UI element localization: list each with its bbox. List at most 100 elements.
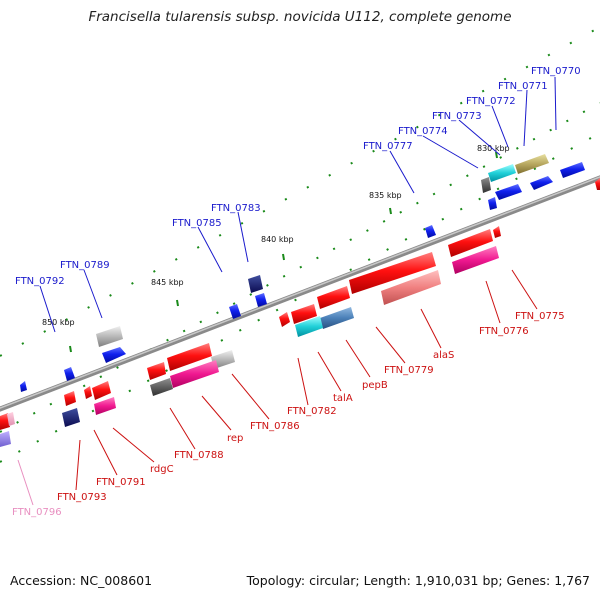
gene-ftn0783b[interactable] <box>255 293 267 307</box>
gene-ftn0773b[interactable] <box>488 197 497 210</box>
gene-ftn0773[interactable] <box>495 184 522 200</box>
gene-ftn0774[interactable] <box>488 164 516 182</box>
label-ftn0796[interactable]: FTN_0796 <box>12 507 62 518</box>
gene-ftn0782[interactable] <box>320 307 354 329</box>
leader-pepb <box>345 339 371 378</box>
gene-left-lav[interactable] <box>0 431 11 447</box>
tick-mark <box>495 151 498 159</box>
gene-ftn0774b[interactable] <box>481 177 491 193</box>
label-rdgc[interactable]: rdgC <box>150 464 174 475</box>
gene-ftn0772[interactable] <box>515 154 549 174</box>
gene-ftn0776[interactable] <box>452 246 499 274</box>
label-ftn0791[interactable]: FTN_0791 <box>96 477 146 488</box>
leader-ftn0770 <box>554 76 557 131</box>
label-ftn0776[interactable]: FTN_0776 <box>479 326 529 337</box>
leader-ftn0771 <box>523 89 528 147</box>
tick-label-835: 835 kbp <box>369 191 402 200</box>
gene-ftn0793[interactable] <box>64 391 76 406</box>
label-ftn0772[interactable]: FTN_0772 <box>466 96 516 107</box>
leader-ftn0791 <box>93 429 118 476</box>
gene-pepb[interactable] <box>317 286 350 309</box>
gene-ftn0786[interactable] <box>167 343 212 371</box>
tick-mark <box>389 207 392 215</box>
reverse-leaders <box>17 269 538 506</box>
leader-ftn0776 <box>485 280 501 324</box>
genome-backbone <box>0 175 600 412</box>
leader-ftn0772 <box>491 105 509 148</box>
leader-rdgc <box>112 427 155 463</box>
gene-ftn0777[interactable] <box>425 225 436 238</box>
track-guides <box>0 26 600 463</box>
label-ftn0786[interactable]: FTN_0786 <box>250 421 300 432</box>
label-ftn0788[interactable]: FTN_0788 <box>174 450 224 461</box>
genome-backbone-highlight <box>0 176 600 409</box>
leader-ftn0775 <box>511 269 538 310</box>
leader-alas <box>420 308 442 349</box>
label-ftn0785[interactable]: FTN_0785 <box>172 218 222 229</box>
gene-ftn0789b[interactable] <box>102 347 126 363</box>
tick-label-845: 845 kbp <box>151 278 184 287</box>
label-ftn0771[interactable]: FTN_0771 <box>498 81 548 92</box>
leader-ftn0793 <box>75 439 81 491</box>
gene-ftn0793b[interactable] <box>62 408 80 427</box>
label-alas[interactable]: alaS <box>433 350 454 361</box>
leader-ftn0773 <box>458 119 501 156</box>
gene-ftn0788b[interactable] <box>150 378 173 396</box>
gene-ftn0782c[interactable] <box>279 312 290 327</box>
gene-ftn0791[interactable] <box>94 397 116 415</box>
gene-right-edge[interactable] <box>595 178 600 190</box>
forward-labels: FTN_0770 FTN_0771 FTN_0772 FTN_0773 FTN_… <box>15 66 581 287</box>
gene-ftn0775b[interactable] <box>493 226 501 238</box>
label-ftn0777[interactable]: FTN_0777 <box>363 141 413 152</box>
leader-ftn0782 <box>297 357 309 406</box>
forward-leaders <box>39 76 557 333</box>
label-ftn0792[interactable]: FTN_0792 <box>15 276 65 287</box>
leader-ftn0796 <box>17 459 34 506</box>
leader-ftn0783 <box>237 211 249 263</box>
label-tala[interactable]: talA <box>333 393 353 404</box>
leader-rep <box>201 395 232 431</box>
gene-rdgc[interactable] <box>92 381 111 400</box>
label-ftn0783[interactable]: FTN_0783 <box>211 203 261 214</box>
gene-ftn0792[interactable] <box>64 367 75 381</box>
gene-ftn0779[interactable] <box>381 270 441 305</box>
leader-ftn0779 <box>375 326 406 364</box>
gene-ftn0785[interactable] <box>229 304 241 319</box>
gene-small-left[interactable] <box>20 381 27 392</box>
leader-ftn0786 <box>231 373 270 420</box>
gene-ftn0771[interactable] <box>530 176 553 190</box>
leader-ftn0789 <box>83 269 103 319</box>
forward-genes <box>20 154 585 392</box>
leader-ftn0785 <box>197 226 223 273</box>
gene-ftn0789[interactable] <box>96 326 123 347</box>
gene-ftn0783[interactable] <box>248 275 263 293</box>
gene-rep[interactable] <box>170 360 219 388</box>
label-ftn0779[interactable]: FTN_0779 <box>384 365 434 376</box>
tick-mark <box>176 299 179 307</box>
gene-tala[interactable] <box>291 304 317 324</box>
gene-ftn0788[interactable] <box>147 362 166 380</box>
tick-mark <box>282 253 285 261</box>
gene-rdgc-b[interactable] <box>84 386 92 399</box>
gene-alas[interactable] <box>349 252 436 294</box>
leader-tala <box>317 351 342 392</box>
gene-ftn0775[interactable] <box>448 229 493 257</box>
leader-ftn0774 <box>422 135 479 169</box>
gene-ftn0782b[interactable] <box>295 316 323 337</box>
label-pepb[interactable]: pepB <box>362 380 388 391</box>
reverse-genes <box>0 178 600 447</box>
label-rep[interactable]: rep <box>227 433 243 444</box>
label-ftn0789[interactable]: FTN_0789 <box>60 260 110 271</box>
gene-ftn0796[interactable] <box>0 413 10 430</box>
label-ftn0793[interactable]: FTN_0793 <box>57 492 107 503</box>
label-ftn0782[interactable]: FTN_0782 <box>287 406 337 417</box>
label-ftn0775[interactable]: FTN_0775 <box>515 311 565 322</box>
label-ftn0774[interactable]: FTN_0774 <box>398 126 448 137</box>
label-ftn0770[interactable]: FTN_0770 <box>531 66 581 77</box>
tick-mark <box>69 345 72 353</box>
leader-ftn0788 <box>169 407 196 450</box>
label-ftn0773[interactable]: FTN_0773 <box>432 111 482 122</box>
gene-ftn0770[interactable] <box>560 162 585 178</box>
gene-ftn0796b[interactable] <box>7 412 15 426</box>
